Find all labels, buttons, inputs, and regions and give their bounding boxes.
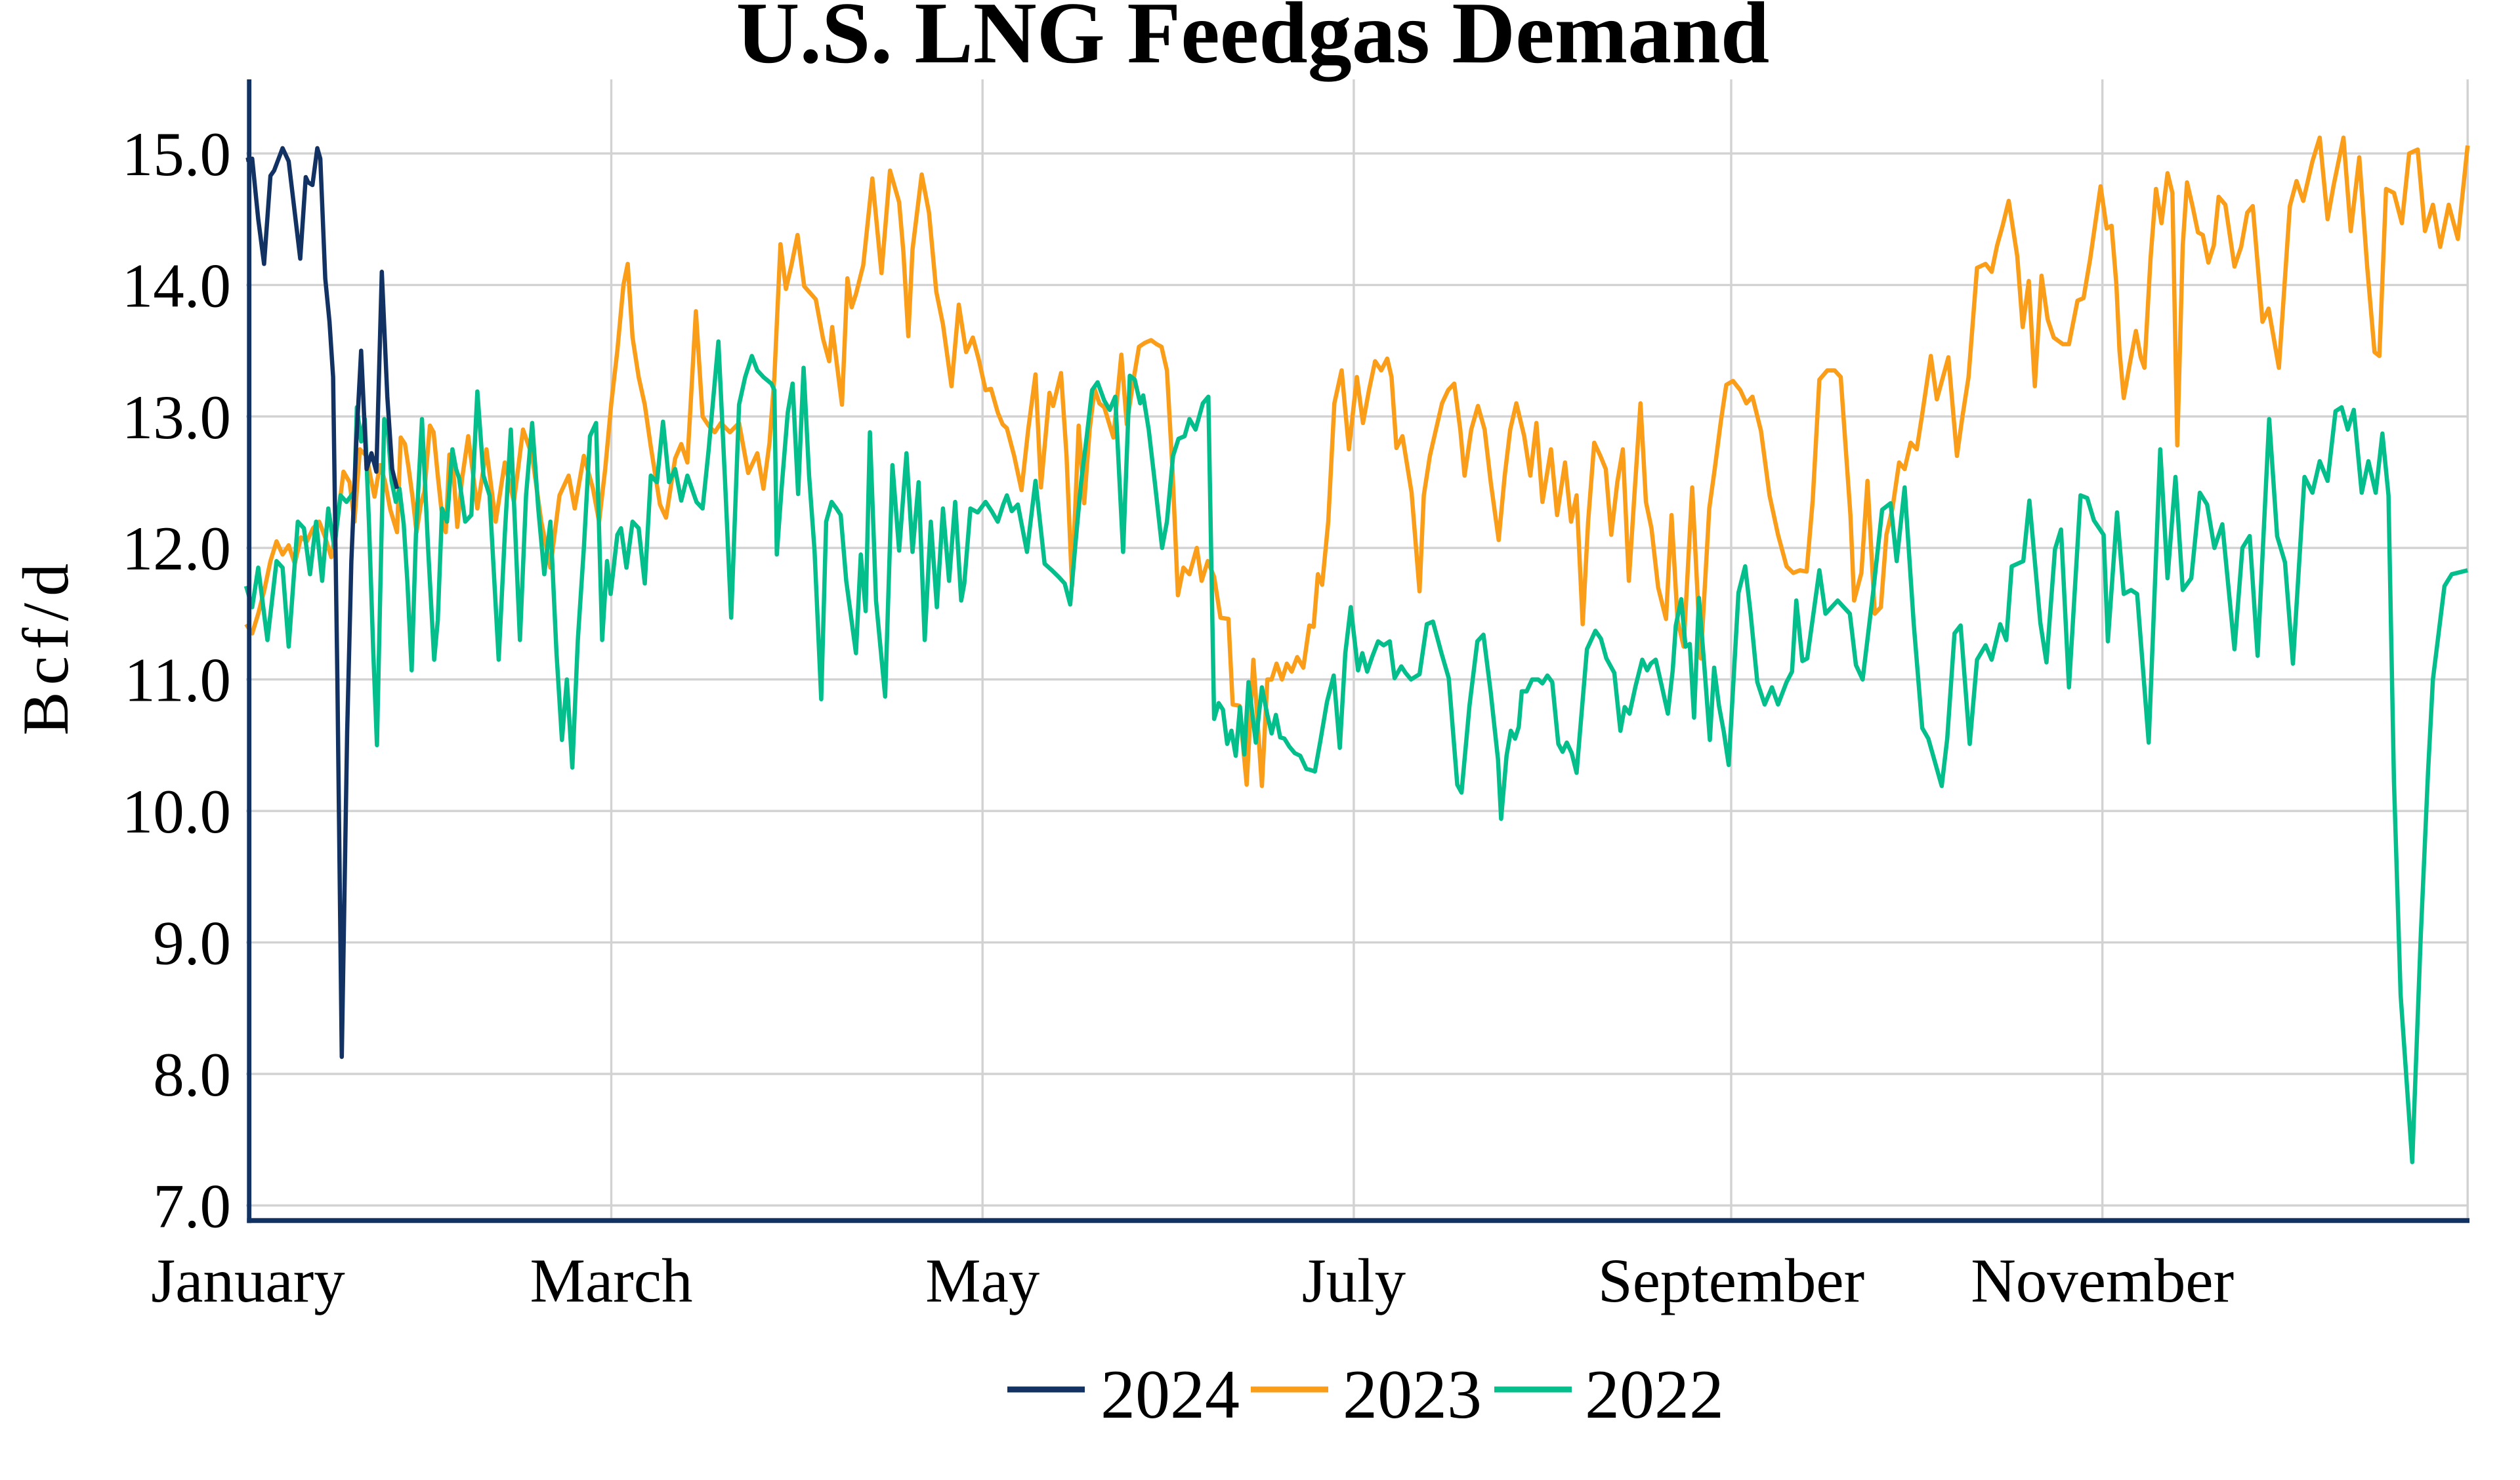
svg-text:May: May xyxy=(925,1246,1040,1315)
svg-text:U.S. LNG Feedgas Demand: U.S. LNG Feedgas Demand xyxy=(736,0,1770,82)
svg-text:12.0: 12.0 xyxy=(122,514,231,583)
svg-text:January: January xyxy=(151,1246,345,1315)
svg-text:2023: 2023 xyxy=(1343,1356,1482,1433)
svg-text:15.0: 15.0 xyxy=(122,119,231,189)
svg-text:Bcf/d: Bcf/d xyxy=(9,557,82,735)
svg-text:March: March xyxy=(530,1246,693,1315)
svg-text:July: July xyxy=(1302,1246,1406,1315)
svg-text:10.0: 10.0 xyxy=(122,777,231,846)
svg-text:9.0: 9.0 xyxy=(153,909,231,978)
svg-text:8.0: 8.0 xyxy=(153,1040,231,1109)
svg-text:13.0: 13.0 xyxy=(122,382,231,452)
svg-text:2022: 2022 xyxy=(1585,1356,1724,1433)
svg-text:September: September xyxy=(1598,1246,1864,1315)
svg-text:2024: 2024 xyxy=(1101,1356,1240,1433)
svg-text:7.0: 7.0 xyxy=(153,1172,231,1241)
svg-text:11.0: 11.0 xyxy=(124,646,231,715)
svg-text:November: November xyxy=(1971,1246,2234,1315)
svg-text:14.0: 14.0 xyxy=(122,251,231,320)
